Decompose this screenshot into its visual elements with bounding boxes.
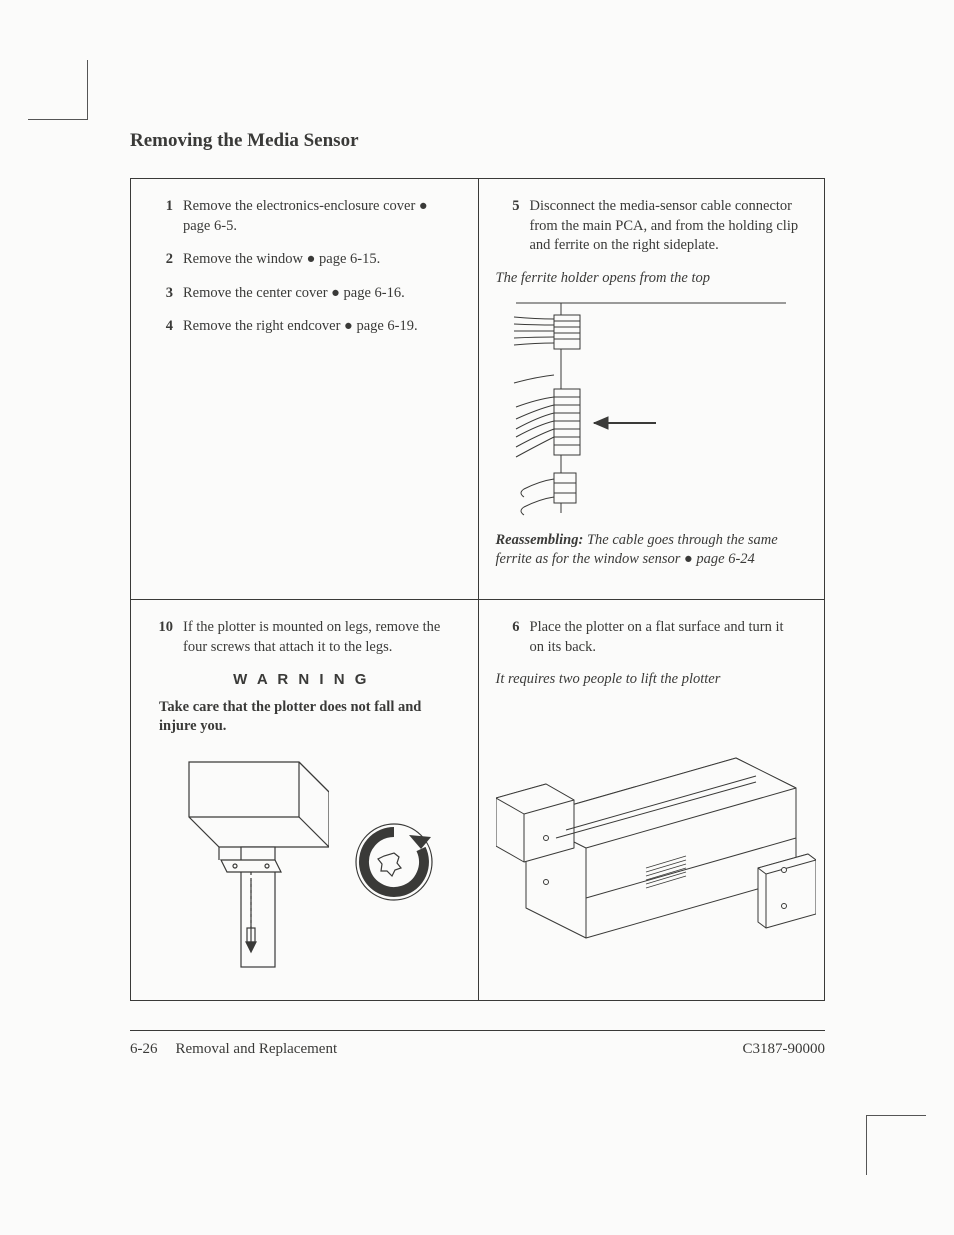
- footer-section: Removal and Replacement: [176, 1041, 338, 1058]
- warning-text: Take care that the plotter does not fall…: [149, 698, 454, 736]
- step-1: 1Remove the electronics-enclosure cover …: [149, 197, 454, 236]
- step-3: 3Remove the center cover ● page 6-16.: [149, 284, 454, 304]
- footer-page-number: 6-26: [130, 1041, 158, 1058]
- step-2: 2Remove the window ● page 6-15.: [149, 250, 454, 270]
- page-content: Removing the Media Sensor 1Remove the el…: [130, 130, 825, 1001]
- crop-mark-top-left: [28, 60, 88, 120]
- page-footer: 6-26 Removal and Replacement C3187-90000: [130, 1030, 825, 1058]
- warning-label: W A R N I N G: [149, 671, 454, 688]
- step-10: 10If the plotter is mounted on legs, rem…: [149, 618, 454, 657]
- page-title: Removing the Media Sensor: [130, 130, 825, 152]
- instruction-box: 1Remove the electronics-enclosure cover …: [130, 178, 825, 1001]
- step-5-note: The ferrite holder opens from the top: [496, 270, 801, 287]
- step-6: 6Place the plotter on a flat surface and…: [496, 618, 801, 657]
- figure-plotter-on-back: [496, 738, 801, 968]
- cell-step-6: 6Place the plotter on a flat surface and…: [478, 600, 825, 1000]
- rotate-ccw-icon: [349, 817, 439, 907]
- step-6-note: It requires two people to lift the plott…: [496, 671, 801, 688]
- cell-step-10: 10If the plotter is mounted on legs, rem…: [131, 600, 478, 1000]
- crop-mark-bottom-right: [866, 1115, 926, 1175]
- step-4: 4Remove the right endcover ● page 6-19.: [149, 317, 454, 337]
- footer-doc-number: C3187-90000: [743, 1041, 826, 1058]
- step-5-reassembling: Reassembling: The cable goes through the…: [496, 531, 801, 569]
- figure-leg-screw: [149, 752, 454, 972]
- cell-steps-1-4: 1Remove the electronics-enclosure cover …: [131, 179, 478, 599]
- figure-connector-board: [496, 297, 801, 517]
- step-5: 5Disconnect the media-sensor cable conne…: [496, 197, 801, 256]
- cell-step-5: 5Disconnect the media-sensor cable conne…: [478, 179, 825, 599]
